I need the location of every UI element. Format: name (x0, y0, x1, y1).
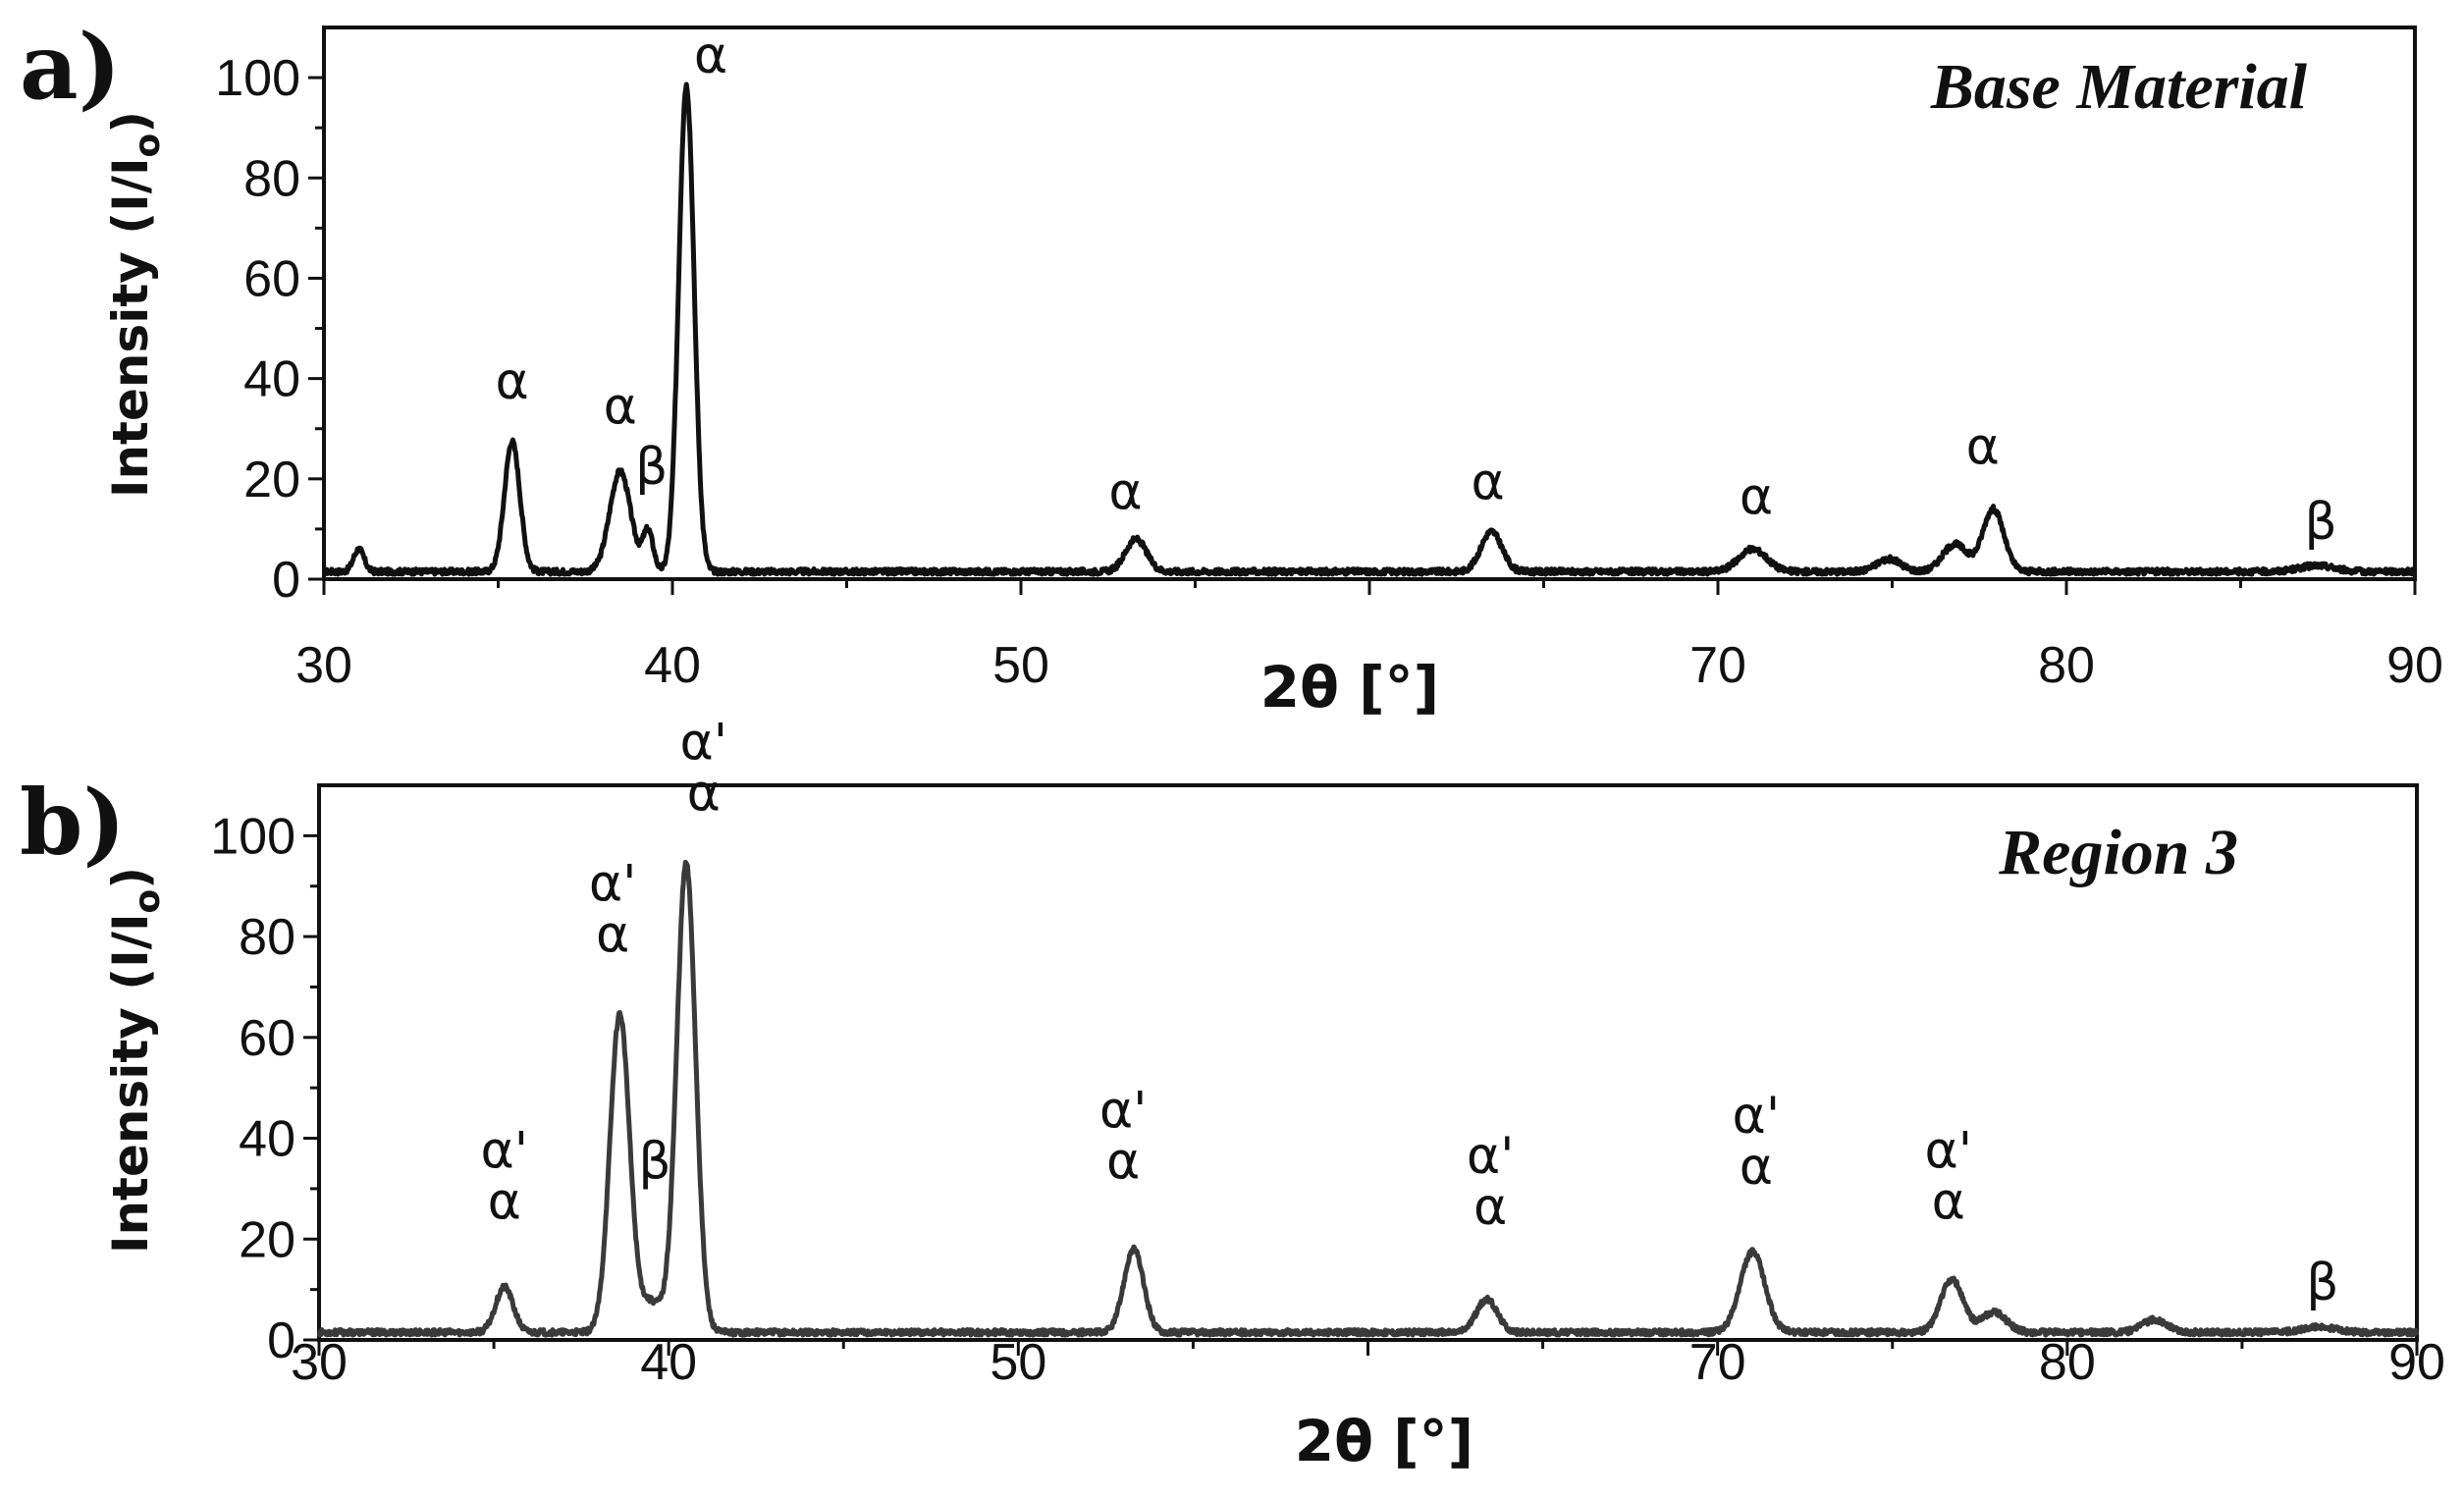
panel-label: b) (20, 770, 126, 876)
peak-annotation: β (2306, 1254, 2338, 1312)
peak-annotation: α (604, 378, 637, 437)
x-tick-label: 50 (990, 1334, 1046, 1391)
x-tick-label: 40 (644, 637, 701, 694)
chart-title: Base Material (1930, 51, 2308, 123)
chart-panel-b: b) Region 3 30 40 50 70 80 90 0 20 40 60 80 100 2θ [°]… (20, 714, 2445, 1474)
peak-annotation: α (687, 765, 721, 824)
peak-annotation: α (596, 906, 629, 965)
x-axis-label: 2θ [°] (1260, 654, 1439, 721)
chart-panel-a: a) Base Material 30 40 50 70 80 90 0 20 40 60 80 100 2… (20, 14, 2443, 721)
peak-annotation: α (1473, 1178, 1507, 1237)
peak-annotation: α' (1733, 1087, 1781, 1146)
peak-annotation: α' (589, 855, 637, 914)
diffraction-line (316, 859, 2420, 1338)
peak-annotation: α' (480, 1122, 528, 1181)
chart-title: Region 3 (1998, 817, 2238, 888)
x-tick-label: 90 (2388, 1334, 2445, 1391)
y-tick-label: 60 (239, 1010, 295, 1067)
peak-annotation: α (1966, 417, 2000, 476)
x-tick-label: 50 (992, 637, 1049, 694)
y-tick-label: 40 (243, 351, 300, 408)
peak-annotation: α (488, 1173, 521, 1232)
y-tick-label: 20 (243, 452, 300, 508)
peak-annotation: α (1740, 1138, 1773, 1197)
y-tick-label: 60 (243, 250, 300, 307)
y-axis-label: Intensity (I/Io) (102, 867, 168, 1254)
y-tick-label: 80 (243, 150, 300, 207)
y-axis-label: Intensity (I/Io) (102, 111, 168, 498)
peak-annotation: α' (1924, 1122, 1972, 1181)
diffraction-line (322, 81, 2418, 577)
peak-annotation: α' (679, 714, 727, 773)
y-tick-label: 0 (272, 552, 300, 609)
y-tick-label: 0 (267, 1312, 295, 1369)
peak-annotation: α (496, 352, 529, 411)
x-tick-label: 80 (2038, 637, 2095, 694)
x-tick-label: 80 (2039, 1334, 2096, 1391)
y-tick-label: 100 (215, 50, 300, 107)
peak-annotation: α (1106, 1133, 1140, 1192)
peak-annotation: β (638, 1133, 670, 1192)
panel-label: a) (20, 14, 121, 120)
peak-annotation: α (694, 27, 727, 85)
x-tick-label: 70 (1689, 637, 1746, 694)
x-tick-label: 70 (1689, 1334, 1746, 1391)
x-tick-label: 90 (2386, 637, 2443, 694)
x-tick-label: 30 (291, 1334, 348, 1391)
x-tick-label: 40 (640, 1334, 697, 1391)
peak-annotation: α (1108, 462, 1142, 521)
peak-annotation: α' (1099, 1082, 1148, 1141)
y-tick-label: 20 (239, 1211, 295, 1268)
peak-annotation: α (1932, 1173, 1965, 1232)
peak-annotation: β (635, 438, 668, 497)
y-tick-label: 80 (239, 909, 295, 966)
peak-annotation: α (1472, 453, 1505, 511)
x-axis-label: 2θ [°] (1295, 1408, 1473, 1474)
peak-annotation: α' (1467, 1127, 1515, 1186)
x-tick-label: 30 (295, 637, 352, 694)
peak-annotation: α (1740, 468, 1773, 527)
peak-annotation: β (2305, 493, 2337, 552)
y-tick-label: 100 (210, 808, 295, 865)
y-tick-label: 40 (239, 1111, 295, 1168)
